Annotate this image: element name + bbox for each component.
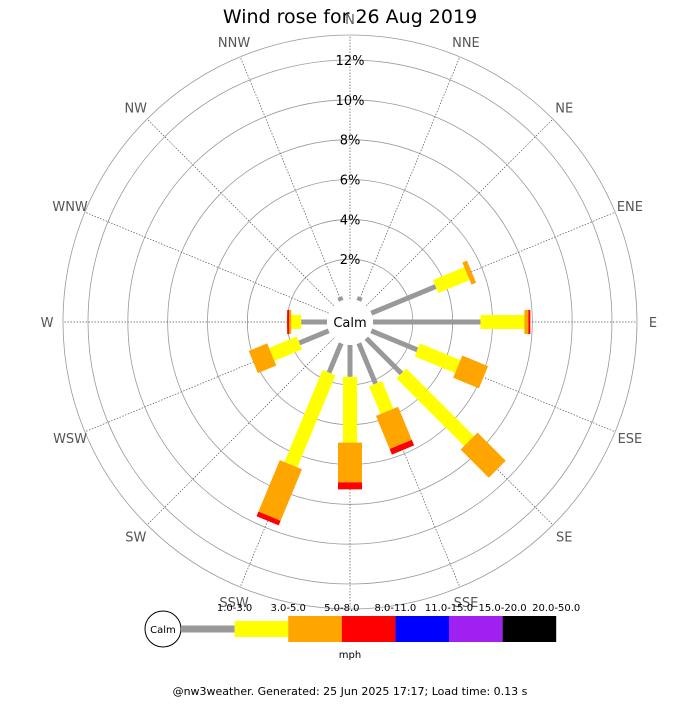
direction-label-nne: NNE bbox=[452, 36, 480, 51]
footer-text: @nw3weather. Generated: 25 Jun 2025 17:1… bbox=[173, 685, 528, 698]
direction-label-nnw: NNW bbox=[218, 36, 250, 51]
bar-ese-bin-0 bbox=[370, 328, 419, 353]
spoke-sse bbox=[358, 343, 461, 588]
bar-wsw-bin-0 bbox=[298, 328, 330, 346]
bar-se-bin-1 bbox=[396, 368, 475, 447]
direction-labels: NNNENEENEEESESESSESSSWSWWSWWWNWNWNNW bbox=[41, 13, 658, 634]
legend-label-1: 3.0-5.0 bbox=[270, 603, 305, 614]
bar-ssw-bin-3 bbox=[256, 511, 281, 526]
grid-ring-outer bbox=[62, 34, 638, 610]
legend-label-2: 5.0-8.0 bbox=[324, 603, 359, 614]
direction-label-wsw: WSW bbox=[53, 432, 87, 447]
direction-label-wnw: WNW bbox=[52, 200, 88, 215]
bar-ssw-bin-2 bbox=[258, 460, 302, 521]
legend-unit-label: mph bbox=[339, 650, 361, 661]
legend: Calm 1.0-3.0 3.0-5.0 5.0-8.0 8.0-11.0 11.0-1… bbox=[144, 603, 580, 661]
direction-label-w: W bbox=[41, 316, 54, 331]
frequency-bars bbox=[248, 260, 531, 526]
bar-ese-bin-2 bbox=[453, 355, 489, 389]
direction-label-ene: ENE bbox=[617, 200, 643, 215]
bar-wsw-bin-2 bbox=[248, 343, 277, 374]
bar-nnw-bin-0 bbox=[337, 296, 344, 302]
bar-se-bin-2 bbox=[460, 432, 506, 478]
spoke-nnw bbox=[239, 56, 342, 301]
spoke-ne bbox=[366, 118, 554, 306]
bar-ene-bin-0 bbox=[370, 284, 437, 316]
spoke-ssw bbox=[239, 343, 342, 588]
direction-label-ne: NE bbox=[555, 102, 573, 117]
chart-title: Wind rose for 26 Aug 2019 bbox=[223, 6, 477, 28]
bar-se-bin-0 bbox=[364, 336, 404, 376]
legend-label-6: 20.0-50.0 bbox=[532, 603, 580, 614]
bar-sse-bin-3 bbox=[389, 439, 415, 455]
legend-items: 1.0-3.0 3.0-5.0 5.0-8.0 8.0-11.0 11.0-15.0 15… bbox=[181, 603, 580, 642]
direction-label-e: E bbox=[649, 316, 657, 331]
bar-ssw-bin-0 bbox=[326, 342, 344, 374]
direction-label-n: N bbox=[345, 13, 355, 28]
spoke-wsw bbox=[84, 330, 329, 433]
legend-label-3: 8.0-11.0 bbox=[375, 603, 417, 614]
bar-nne-bin-0 bbox=[356, 296, 363, 302]
radial-tick-label: 8% bbox=[340, 134, 361, 149]
bar-ese-bin-1 bbox=[414, 343, 461, 374]
direction-label-nw: NW bbox=[124, 102, 147, 117]
radial-tick-label: 2% bbox=[340, 253, 361, 268]
direction-label-se: SE bbox=[556, 530, 572, 545]
legend-label-0: 1.0-3.0 bbox=[217, 603, 252, 614]
radial-tick-label: 12% bbox=[336, 54, 365, 69]
radial-tick-label: 4% bbox=[340, 213, 361, 228]
radial-tick-label: 10% bbox=[336, 94, 365, 109]
bar-ene-bin-2 bbox=[462, 260, 477, 285]
spoke-nw bbox=[146, 118, 334, 306]
grid-ring-12 bbox=[87, 59, 613, 585]
direction-label-ese: ESE bbox=[618, 432, 643, 447]
spoke-wnw bbox=[84, 211, 329, 314]
bar-sse-bin-2 bbox=[375, 406, 412, 450]
bar-wsw-bin-1 bbox=[269, 336, 302, 361]
bar-ene-bin-1 bbox=[432, 267, 470, 293]
spoke-sw bbox=[146, 338, 334, 526]
radial-tick-label: 6% bbox=[340, 174, 361, 189]
calm-label: Calm bbox=[333, 316, 366, 331]
legend-label-4: 11.0-15.0 bbox=[425, 603, 473, 614]
spoke-ese bbox=[371, 330, 616, 433]
direction-label-ssw: SSW bbox=[219, 596, 249, 611]
spoke-ene bbox=[371, 211, 616, 314]
legend-label-5: 15.0-20.0 bbox=[479, 603, 527, 614]
spoke-nne bbox=[358, 56, 461, 301]
bar-sse-bin-1 bbox=[369, 381, 394, 415]
bar-sse-bin-0 bbox=[356, 342, 378, 385]
direction-label-sse: SSE bbox=[454, 596, 479, 611]
bar-ssw-bin-1 bbox=[284, 370, 336, 468]
direction-label-sw: SW bbox=[125, 530, 146, 545]
radial-tick-labels: 2% 4% 6% 8% 10% 12% bbox=[336, 54, 365, 268]
legend-calm-label: Calm bbox=[150, 625, 176, 636]
calm-circle: Calm bbox=[327, 299, 373, 345]
